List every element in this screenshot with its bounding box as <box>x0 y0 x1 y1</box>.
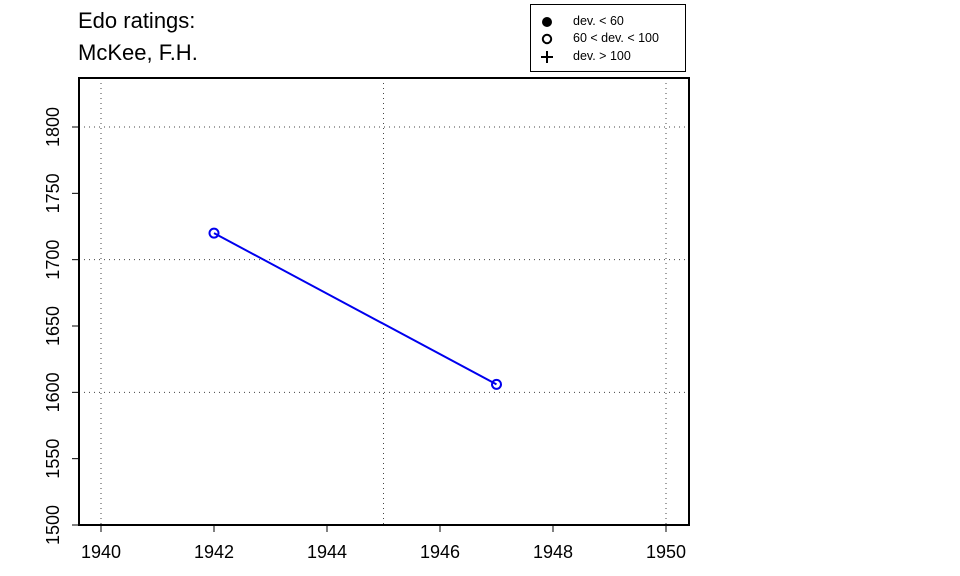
legend-label: dev. > 100 <box>573 49 631 63</box>
y-tick-label: 1600 <box>43 372 63 412</box>
legend-label: dev. < 60 <box>573 14 624 28</box>
plus-icon <box>541 51 553 63</box>
data-point <box>491 378 502 390</box>
x-tick-label: 1940 <box>81 542 121 562</box>
x-axis: 1940 1942 1944 1946 1948 1950 <box>81 525 686 562</box>
plot-frame <box>78 77 690 526</box>
x-tick-label: 1950 <box>646 542 686 562</box>
grid-lines <box>79 78 689 525</box>
filled-circle-icon <box>542 17 552 27</box>
y-tick-label: 1750 <box>43 173 63 213</box>
y-tick-label: 1800 <box>43 107 63 147</box>
y-tick-label: 1700 <box>43 240 63 280</box>
series-line <box>213 232 497 386</box>
x-tick-label: 1946 <box>420 542 460 562</box>
y-tick-label: 1500 <box>43 505 63 545</box>
legend: dev. < 60 60 < dev. < 100 dev. > 100 <box>530 4 686 72</box>
data-point <box>208 227 220 239</box>
legend-entry-plus: dev. > 100 <box>531 48 687 66</box>
series <box>208 227 502 390</box>
x-tick-label: 1944 <box>307 542 347 562</box>
chart-title-line-1: Edo ratings: <box>78 8 196 33</box>
legend-entry-open: 60 < dev. < 100 <box>531 30 687 48</box>
legend-entry-filled: dev. < 60 <box>531 13 687 31</box>
y-tick-label: 1550 <box>43 439 63 479</box>
y-axis: 1500 1550 1600 1650 1700 1750 1800 <box>43 107 79 545</box>
x-tick-label: 1942 <box>194 542 234 562</box>
x-tick-label: 1948 <box>533 542 573 562</box>
legend-label: 60 < dev. < 100 <box>573 31 659 45</box>
chart-title-line-2: McKee, F.H. <box>78 40 198 65</box>
open-circle-icon <box>541 33 553 45</box>
y-tick-label: 1650 <box>43 306 63 346</box>
